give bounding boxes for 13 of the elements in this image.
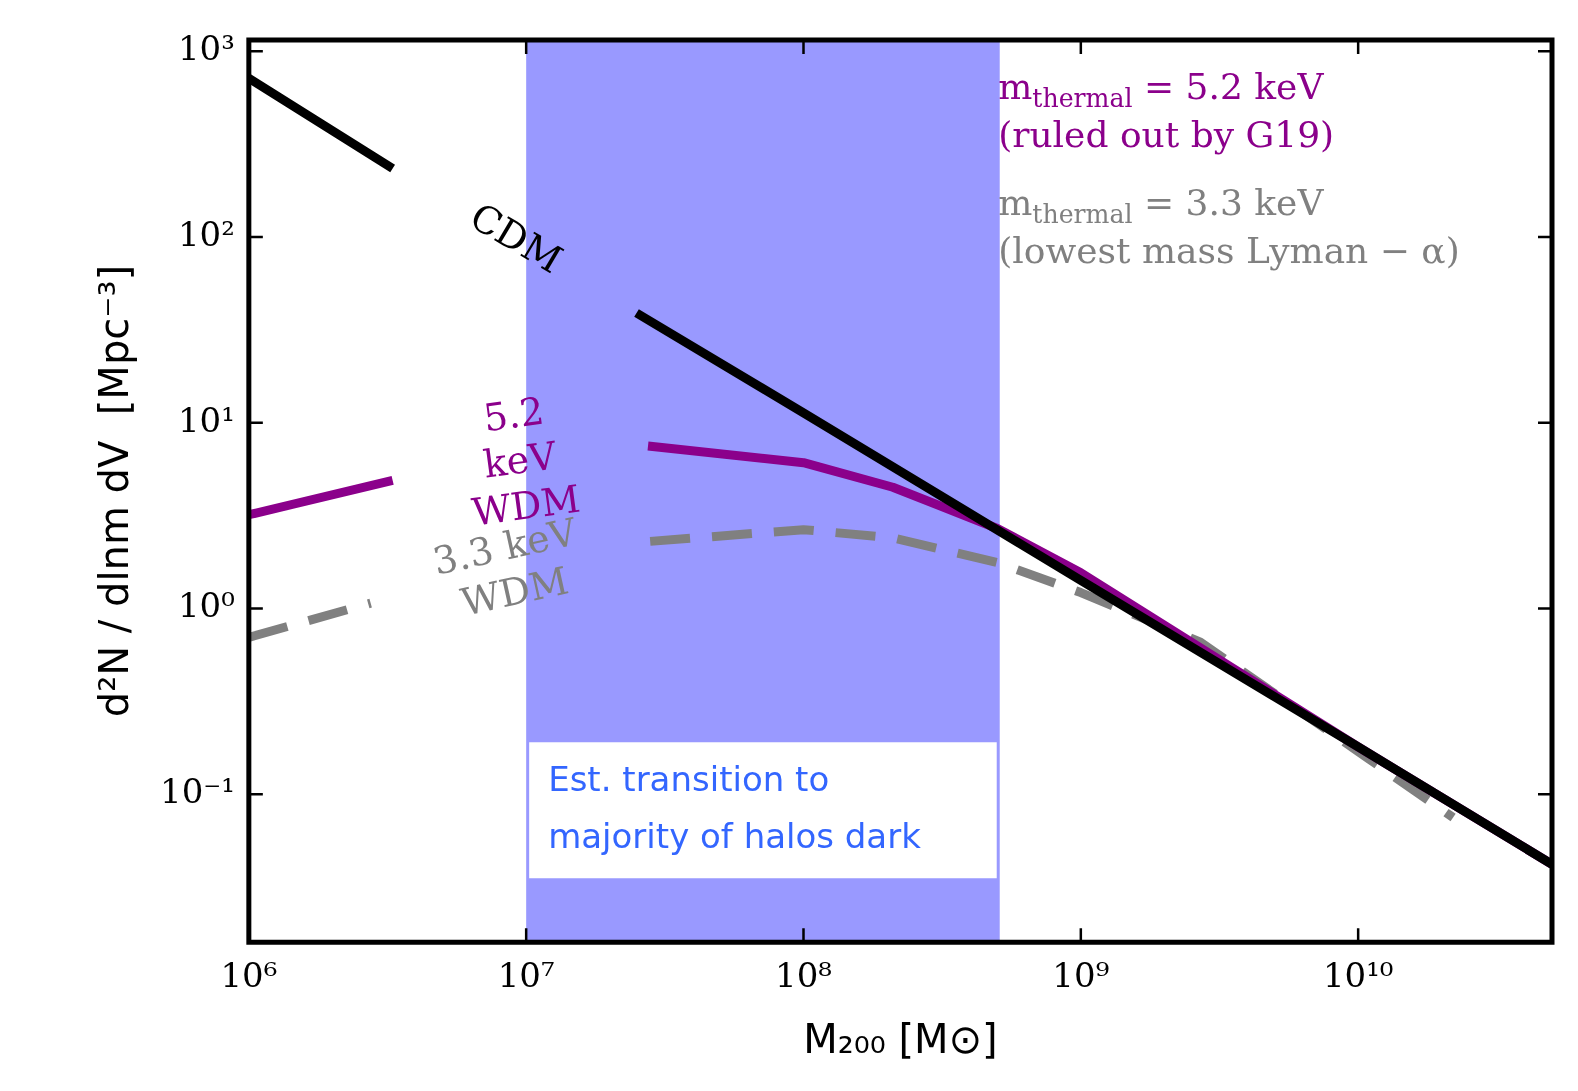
x-tick-label: 10¹⁰ xyxy=(1322,955,1394,996)
y-tick-label: 10⁰ xyxy=(177,585,235,626)
y-tick-label: 10³ xyxy=(177,28,235,69)
y-tick-label: 10² xyxy=(177,213,235,254)
x-tick-label: 10⁶ xyxy=(220,955,278,996)
band-label: Est. transition to majority of halos dark xyxy=(548,758,922,856)
x-axis-title: M₂₀₀ [M⊙] xyxy=(803,1016,998,1063)
y-axis-title: d²N / dlnm dV [Mpc⁻³] xyxy=(91,264,138,718)
x-tick-label: 10⁸ xyxy=(775,955,832,996)
x-tick-label: 10⁷ xyxy=(497,955,555,996)
y-tick-label: 10⁻¹ xyxy=(160,771,235,812)
x-tick-label: 10⁹ xyxy=(1052,955,1110,996)
y-tick-label: 10¹ xyxy=(177,399,235,440)
